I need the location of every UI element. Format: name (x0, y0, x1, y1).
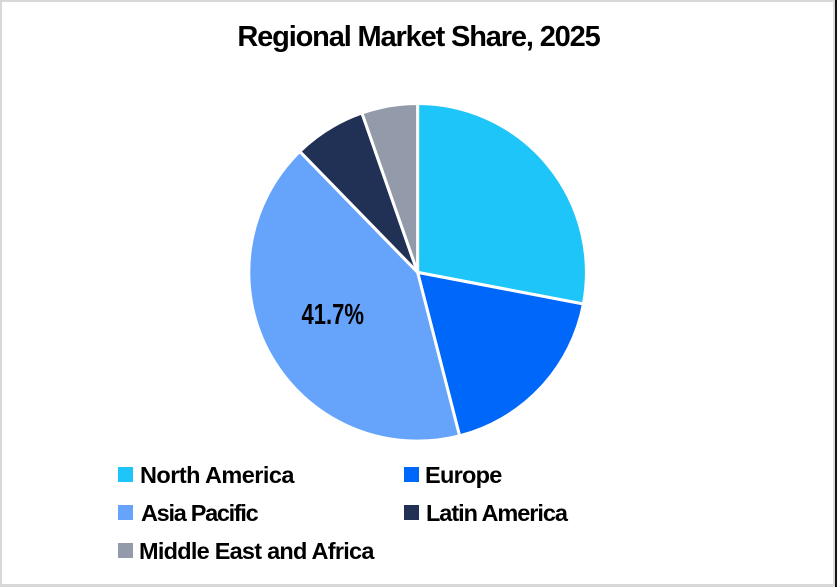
svg-text:41.7%: 41.7% (302, 299, 365, 331)
